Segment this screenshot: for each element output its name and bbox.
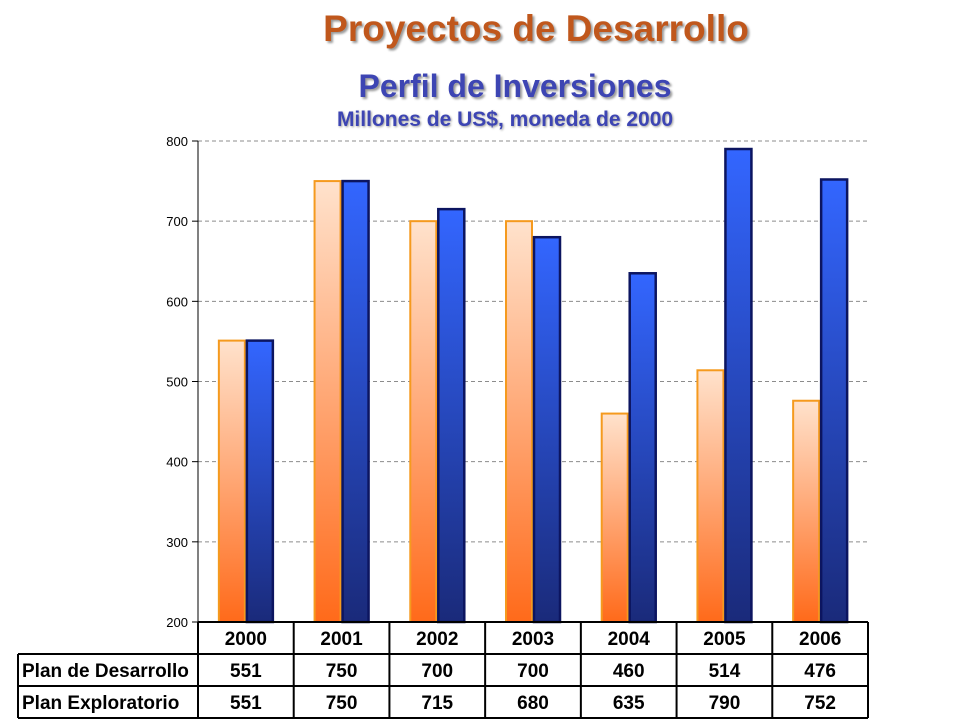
table-value-cell: 752 <box>804 693 836 714</box>
axis-layer: 200 300 400 500 600 700 800 <box>166 134 199 630</box>
bar-desarrollo-2000 <box>217 339 246 623</box>
y-tick-label: 700 <box>166 214 188 229</box>
chart-title: Proyectos de Desarrollo <box>323 8 749 49</box>
table-value-cell: 460 <box>613 661 645 682</box>
bar-exploratorio-2005 <box>724 147 753 624</box>
data-table: 2000 551 551 2001 750 750 2002 700 715 2003 700 680… <box>17 621 869 719</box>
bar-exploratorio-2000 <box>245 339 275 624</box>
table-value-cell: 476 <box>804 661 836 682</box>
bar-desarrollo-2006 <box>792 399 821 623</box>
y-tick-label: 500 <box>166 375 188 390</box>
bar-desarrollo-2004 <box>600 412 629 624</box>
bar-exploratorio-2001 <box>341 179 370 624</box>
y-tick-label: 600 <box>166 294 188 309</box>
bar-exploratorio-2002 <box>437 207 466 624</box>
table-value-cell: 700 <box>421 661 453 682</box>
table-value-cell: 750 <box>326 693 358 714</box>
table-header-cell: 2001 <box>320 629 363 650</box>
y-tick-label: 400 <box>166 455 188 470</box>
y-tick-label: 800 <box>166 134 188 149</box>
table-value-cell: 551 <box>230 693 262 714</box>
table-value-cell: 700 <box>517 661 549 682</box>
table-header-cell: 2000 <box>225 629 267 650</box>
table-value-cell: 514 <box>709 661 741 682</box>
bars-layer <box>217 147 849 624</box>
table-value-cell: 680 <box>517 693 549 714</box>
table-header-cell: 2003 <box>512 629 554 650</box>
table-header-cell: 2006 <box>799 629 841 650</box>
bar-desarrollo-2001 <box>313 180 342 623</box>
bar-desarrollo-2002 <box>409 220 438 624</box>
table-value-cell: 790 <box>709 693 741 714</box>
table-series-label: Plan de Desarrollo <box>22 661 189 682</box>
table-value-cell: 635 <box>613 693 645 714</box>
table-header-cell: 2002 <box>416 629 458 650</box>
chart-subtitle: Perfil de Inversiones <box>358 68 672 104</box>
table-value-cell: 750 <box>326 661 358 682</box>
bar-desarrollo-2003 <box>505 220 533 624</box>
table-header-cell: 2004 <box>608 629 651 650</box>
chart-units: Millones de US$, moneda de 2000 <box>336 108 674 131</box>
table-header-cell: 2005 <box>703 629 746 650</box>
bar-desarrollo-2005 <box>696 369 725 623</box>
y-tick-label: 200 <box>166 615 188 630</box>
table-value-cell: 715 <box>421 693 453 714</box>
bar-exploratorio-2003 <box>532 235 562 624</box>
bar-exploratorio-2006 <box>819 178 849 624</box>
table-series-label: Plan Exploratorio <box>22 693 179 714</box>
y-tick-label: 300 <box>166 535 188 550</box>
table-value-cell: 551 <box>230 661 262 682</box>
bar-exploratorio-2004 <box>628 272 657 624</box>
